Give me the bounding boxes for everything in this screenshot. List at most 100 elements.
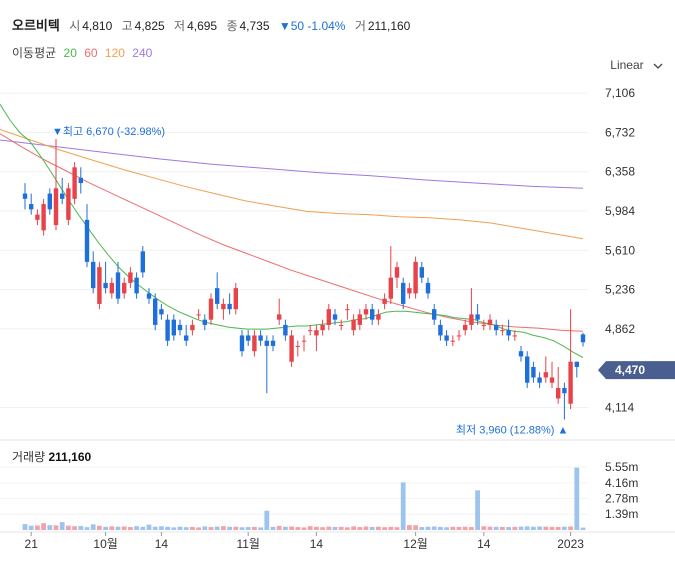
volume-bar	[78, 526, 84, 530]
volume-bar	[159, 526, 164, 530]
volume-panel-label: 거래량 211,160	[12, 448, 91, 465]
candle-body	[425, 282, 431, 294]
candle-body	[500, 330, 505, 332]
candle-body	[22, 193, 28, 199]
ma-legend-120[interactable]: 120	[104, 46, 125, 60]
volume-bar	[382, 527, 387, 530]
volume-bar	[28, 525, 34, 530]
candle-body	[308, 330, 313, 332]
candle-body	[72, 167, 77, 199]
volume-bar	[121, 526, 127, 530]
candle-body	[252, 335, 257, 352]
candle-body	[78, 177, 83, 184]
candle-body	[239, 335, 245, 352]
volume-bar	[140, 526, 146, 530]
candle-body	[432, 309, 437, 320]
ma-legend-60[interactable]: 60	[84, 46, 98, 60]
candle-body	[413, 261, 418, 294]
candle-body	[159, 309, 164, 315]
volume-bar	[481, 526, 487, 530]
ma-legend-240[interactable]: 240	[132, 46, 153, 60]
x-axis-tick-label: 10월	[93, 537, 117, 551]
candle-body	[140, 251, 145, 273]
volume-bar	[524, 526, 530, 530]
price-axis-tick: 4,114	[605, 401, 634, 415]
volume-bar	[283, 526, 288, 530]
volume-bar	[177, 526, 183, 530]
volume-bar	[413, 525, 418, 530]
change-value: ▼50 -1.04%	[278, 19, 346, 33]
x-axis-tick-label: 21	[25, 537, 39, 551]
candle-body	[537, 377, 542, 383]
volume-bar	[376, 526, 381, 530]
max-price-annotation: ▼최고 6,670 (-32.98%)	[52, 125, 165, 138]
candle-body	[215, 288, 220, 304]
x-axis-tick-label: 12월	[403, 537, 427, 551]
volume-bar	[493, 526, 499, 530]
candle-body	[494, 324, 499, 331]
candle-body	[177, 324, 183, 331]
volume-bar	[202, 526, 208, 530]
volume-bar	[512, 526, 518, 530]
volume-bar	[264, 510, 270, 530]
volume-bar	[295, 527, 301, 530]
candle-body	[456, 335, 462, 337]
candle-body	[463, 324, 468, 331]
candle-body	[401, 282, 406, 304]
volume-bar	[537, 526, 542, 530]
x-axis-tick-label: 14	[310, 537, 324, 551]
candle-body	[283, 324, 288, 336]
candle-body	[326, 309, 331, 325]
volume-bar	[363, 526, 369, 530]
candle-body	[115, 272, 121, 299]
volume-bar	[183, 527, 189, 530]
volume-bar	[419, 527, 425, 530]
volume-bar	[165, 526, 170, 530]
volume-bar	[314, 526, 319, 530]
ma-legend-20[interactable]: 20	[63, 46, 77, 60]
volume-bar	[146, 524, 152, 530]
x-axis-tick-label: 14	[477, 537, 491, 551]
volume-axis-tick: 1.39m	[605, 507, 638, 521]
x-axis-tick-label: 11월	[236, 537, 260, 551]
volume-bar	[506, 527, 511, 530]
volume-bar	[258, 527, 263, 530]
volume-bar	[351, 526, 356, 530]
volume-bar	[190, 526, 195, 530]
candle-body	[29, 204, 34, 210]
candle-body	[450, 340, 455, 342]
candle-body	[370, 309, 375, 320]
stock-name: 오르비텍	[12, 18, 60, 33]
candle-body	[543, 372, 548, 378]
volume-axis-tick: 5.55m	[605, 460, 638, 474]
volume-bar	[72, 526, 77, 530]
volume-bar	[543, 526, 549, 530]
candle-body	[91, 261, 96, 289]
ma-legend-title: 이동평균	[12, 46, 57, 60]
volume-bar	[245, 527, 251, 530]
volume-bar	[338, 526, 344, 530]
high-value: 4,825	[134, 19, 165, 33]
volume-bar	[152, 526, 158, 530]
candle-body	[444, 335, 449, 341]
candle-body	[60, 193, 65, 199]
candle-body	[506, 330, 511, 336]
scale-mode-label: Linear	[610, 58, 644, 72]
candle-body	[394, 267, 400, 278]
volume-axis-tick: 4.16m	[605, 476, 638, 490]
candle-body	[531, 366, 536, 378]
price-axis-tick: 5,236	[605, 283, 635, 297]
candle-body	[41, 204, 46, 231]
chevron-down-icon	[653, 63, 663, 69]
volume-bar	[568, 526, 573, 530]
candle-body	[580, 334, 586, 343]
moving-average-legend: 이동평균 20 60 120 240	[12, 44, 156, 61]
volume-bar	[580, 527, 586, 530]
ma120-line	[0, 129, 584, 240]
volume-label: 거	[354, 19, 366, 33]
volume-bar	[90, 524, 96, 530]
scale-mode-dropdown[interactable]: Linear	[610, 58, 663, 72]
volume-bar	[555, 526, 561, 530]
candle-body	[289, 335, 294, 362]
